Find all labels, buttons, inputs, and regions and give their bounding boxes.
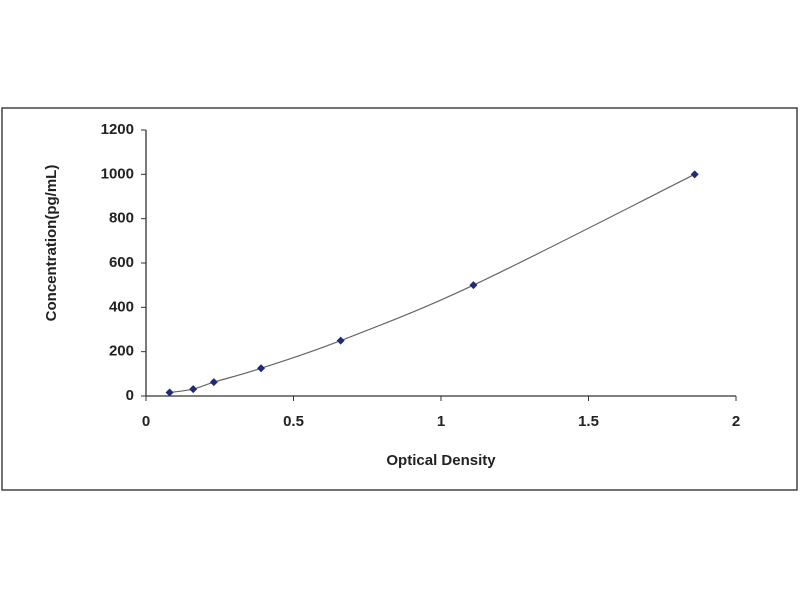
y-tick-label: 800 — [109, 210, 134, 227]
fit-curve — [169, 173, 695, 394]
y-tick-label: 0 — [126, 387, 134, 404]
x-tick-label: 2 — [732, 413, 740, 430]
x-tick-label: 0 — [142, 413, 150, 430]
data-point — [336, 336, 345, 345]
x-axis-title: Optical Density — [386, 452, 496, 469]
x-tick-label: 0.5 — [283, 413, 304, 430]
y-tick-label: 1000 — [101, 165, 134, 182]
x-tick-label: 1 — [437, 413, 445, 430]
y-axis-title: Concentration(pg/mL) — [43, 165, 60, 322]
y-tick-label: 600 — [109, 254, 134, 271]
y-tick-label: 200 — [109, 343, 134, 360]
data-point — [257, 364, 266, 373]
data-point — [209, 378, 218, 387]
y-tick-label: 400 — [109, 298, 134, 315]
data-point — [165, 388, 174, 397]
y-tick-label: 1200 — [101, 121, 134, 138]
chart-frame — [1, 107, 798, 491]
data-point — [690, 170, 699, 179]
data-point — [189, 385, 198, 394]
x-tick-label: 1.5 — [578, 413, 599, 430]
data-point — [469, 281, 478, 290]
